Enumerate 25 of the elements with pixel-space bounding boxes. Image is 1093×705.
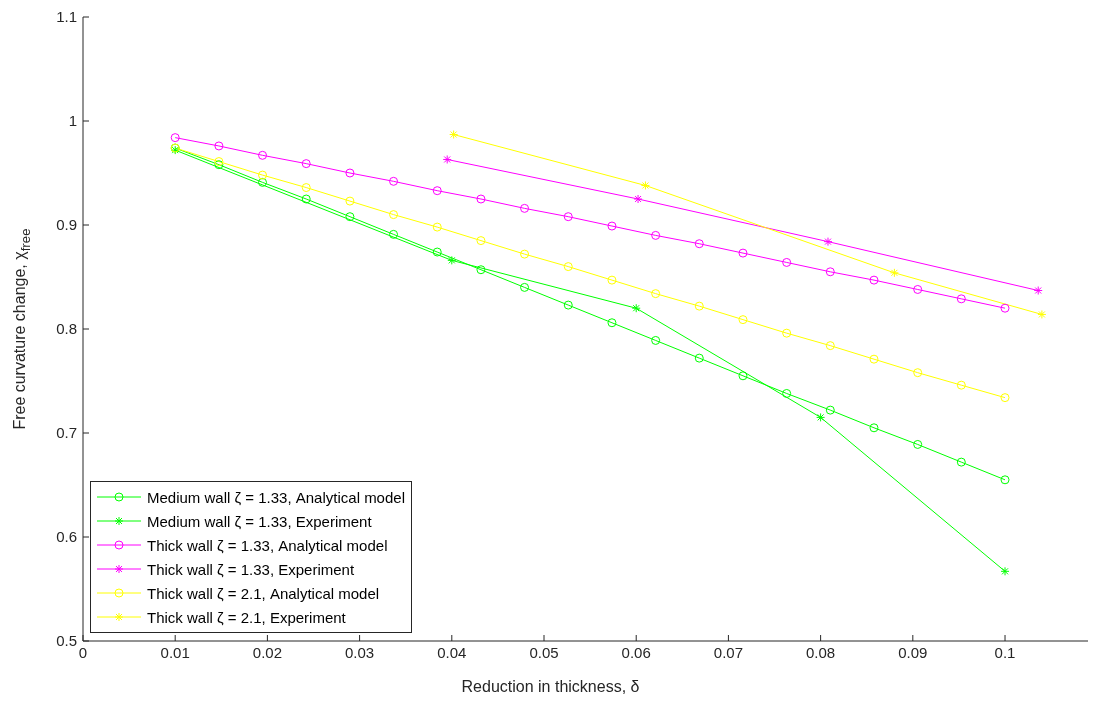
- x-tick-label: 0.07: [713, 643, 744, 661]
- legend-label: Thick wall ζ = 1.33, Analytical model: [147, 536, 388, 554]
- legend-label: Thick wall ζ = 2.1, Analytical model: [147, 584, 380, 602]
- x-tick-label: 0.1: [994, 643, 1016, 661]
- x-tick-label: 0.09: [898, 643, 928, 661]
- y-tick-label: 0.9: [56, 216, 77, 234]
- x-tick-label: 0.08: [806, 643, 836, 661]
- legend-label: Thick wall ζ = 1.33, Experiment: [147, 560, 355, 578]
- legend-label: Thick wall ζ = 2.1, Experiment: [147, 608, 346, 626]
- x-tick-label: 0.04: [437, 643, 467, 661]
- x-tick-label: 0.02: [252, 643, 283, 661]
- x-tick-label: 0.03: [345, 643, 375, 661]
- y-tick-label: 1.1: [56, 8, 77, 26]
- legend-label: Medium wall ζ = 1.33, Experiment: [147, 512, 372, 530]
- y-tick-label: 0.5: [56, 632, 77, 650]
- legend-label: Medium wall ζ = 1.33, Analytical model: [147, 488, 405, 506]
- x-tick-label: 0.05: [529, 643, 559, 661]
- x-axis-title: Reduction in thickness, δ: [460, 678, 641, 696]
- x-tick-label: 0: [78, 643, 88, 661]
- y-tick-label: 1: [68, 112, 77, 130]
- y-tick-label: 0.6: [56, 528, 77, 546]
- x-tick-label: 0.06: [621, 643, 651, 661]
- x-tick-label: 0.01: [160, 643, 190, 661]
- y-tick-label: 0.8: [56, 320, 77, 338]
- y-tick-label: 0.7: [56, 424, 77, 442]
